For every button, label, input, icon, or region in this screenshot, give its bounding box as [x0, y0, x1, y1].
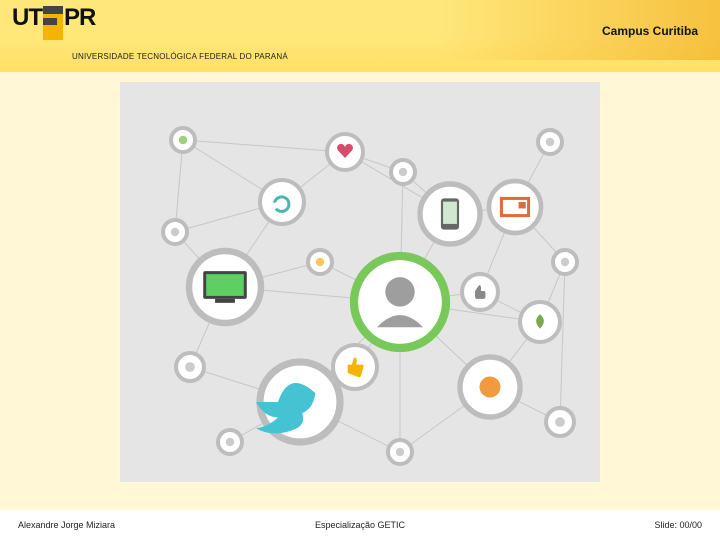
logo-f-icon	[43, 6, 63, 40]
network-node-tinytop	[391, 160, 415, 184]
network-node-tinytl	[171, 128, 195, 152]
network-node-orangebig	[460, 357, 520, 417]
network-node-smart	[420, 184, 480, 244]
network-node-leaf	[520, 302, 560, 342]
network-node-monitor	[189, 251, 261, 323]
footer-course: Especialização GETIC	[246, 520, 474, 530]
network-node-thumb	[333, 345, 377, 389]
network-node-screen	[489, 181, 541, 233]
logo-right: PR	[64, 6, 95, 30]
network-edge	[183, 140, 345, 152]
network-node-tinyleft	[163, 220, 187, 244]
network-node-tinytr	[538, 130, 562, 154]
footer-slide: Slide: 00/00	[474, 520, 702, 530]
network-svg	[120, 82, 600, 482]
network-node-tinyr	[546, 408, 574, 436]
campus-label: Campus Curitiba	[602, 24, 698, 38]
network-diagram	[120, 82, 600, 482]
network-node-bird	[256, 362, 340, 442]
network-node-tinycg	[308, 250, 332, 274]
footer-author: Alexandre Jorge Miziara	[18, 520, 246, 530]
network-node-heart	[327, 134, 363, 170]
logo-left: UT	[12, 6, 42, 30]
network-node-tinybot	[388, 440, 412, 464]
network-edge	[560, 262, 565, 422]
network-node-finger	[462, 274, 498, 310]
footer: Alexandre Jorge Miziara Especialização G…	[0, 510, 720, 540]
network-node-avatar	[354, 256, 446, 348]
network-node-tinybl	[218, 430, 242, 454]
network-node-arrowloop	[260, 180, 304, 224]
university-name: UNIVERSIDADE TECNOLÓGICA FEDERAL DO PARA…	[72, 52, 288, 61]
network-node-tinyr2	[553, 250, 577, 274]
logo: UT PR	[12, 6, 95, 40]
network-node-tinyl2	[176, 353, 204, 381]
